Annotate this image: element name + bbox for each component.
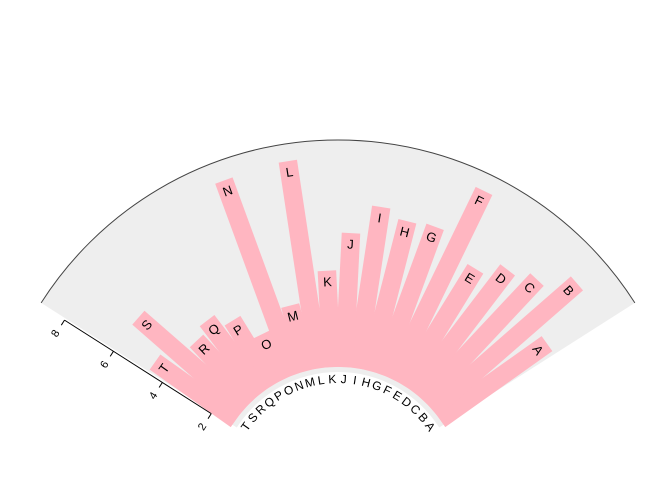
- bar-Q: [199, 314, 270, 399]
- bar-label-L: L: [285, 164, 294, 180]
- bar-M: [281, 303, 316, 374]
- category-label-H: H: [360, 375, 372, 391]
- bar-B: [426, 276, 584, 417]
- bar-label-K: K: [323, 274, 333, 289]
- category-label-K: K: [328, 372, 337, 386]
- y-tick-label-8: 8: [49, 328, 62, 340]
- category-label-G: G: [370, 378, 384, 394]
- bar-R: [189, 334, 260, 408]
- bar-E: [395, 263, 484, 391]
- bar-G: [372, 223, 444, 378]
- category-label-I: I: [352, 373, 357, 387]
- bar-N: [215, 177, 304, 378]
- bar-label-H: H: [398, 223, 411, 240]
- bar-S: [132, 310, 250, 417]
- y-tick-6: [109, 351, 114, 357]
- bar-label-M: M: [286, 308, 300, 325]
- bar-P: [224, 315, 281, 391]
- bar-L: [278, 159, 329, 370]
- category-label-L: L: [317, 373, 326, 388]
- y-axis-line: [64, 319, 212, 415]
- bar-J: [335, 232, 361, 368]
- y-tick-label-4: 4: [147, 390, 160, 402]
- bar-H: [360, 218, 417, 374]
- bars: [132, 159, 584, 428]
- plot-sector-background: [41, 140, 635, 428]
- category-label-M: M: [303, 375, 316, 391]
- y-tick-8: [60, 319, 65, 326]
- y-tick-label-6: 6: [98, 359, 111, 371]
- bar-C: [416, 273, 544, 408]
- bar-label-J: J: [347, 236, 354, 251]
- bar-D: [406, 264, 516, 399]
- y-tick-4: [158, 382, 163, 388]
- plot-background: [40, 139, 636, 428]
- bar-T: [149, 354, 242, 428]
- bar-F: [384, 186, 493, 384]
- y-axis: 2 4 6 8: [49, 319, 212, 433]
- y-tick-2: [207, 413, 212, 419]
- bar-I: [347, 205, 391, 370]
- category-label-J: J: [340, 372, 347, 386]
- y-tick-label-2: 2: [196, 421, 209, 433]
- bar-A: [434, 336, 553, 428]
- bar-label-G: G: [424, 228, 439, 246]
- bar-O: [253, 330, 292, 384]
- plot-outer-arc: [40, 139, 636, 304]
- bar-label-I: I: [377, 210, 383, 225]
